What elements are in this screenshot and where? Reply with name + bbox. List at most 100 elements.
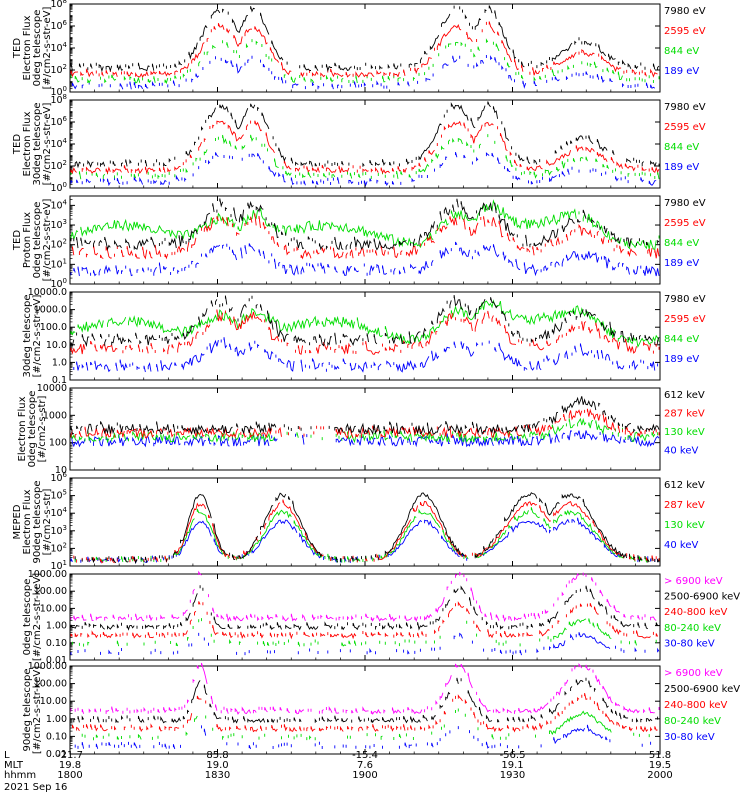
legend-entry: 612 keV bbox=[664, 480, 705, 491]
legend-entry: 287 keV bbox=[664, 409, 705, 420]
y-tick-label: 0.10 bbox=[46, 731, 67, 742]
y-tick-label: 108 bbox=[50, 0, 67, 10]
y-tick-label: 10.00 bbox=[40, 603, 67, 614]
x-tick-label-l: -56.5 bbox=[500, 750, 526, 761]
y-tick-label: 100 bbox=[49, 438, 67, 449]
y-tick-label: 104 bbox=[50, 137, 67, 150]
legend-entry: 2500-6900 keV bbox=[664, 684, 740, 695]
series-line-240-800-kev bbox=[71, 693, 658, 733]
legend-entry: > 6900 keV bbox=[664, 576, 723, 587]
y-axis-label: Electron Flux bbox=[22, 15, 33, 80]
series-line-612-kev bbox=[74, 492, 660, 564]
series-line-287-kev bbox=[73, 499, 660, 564]
legend-entry: 189 eV bbox=[664, 258, 699, 269]
x-tick-label-l: 85.8 bbox=[206, 750, 228, 761]
series-line-7980-ev bbox=[70, 295, 660, 348]
y-tick-label: 10000 bbox=[37, 383, 67, 394]
plot-frame bbox=[69, 291, 661, 381]
legend-entry: 40 keV bbox=[664, 446, 698, 457]
y-tick-label: 104 bbox=[50, 198, 67, 211]
series-line-130-kev bbox=[74, 507, 660, 563]
y-tick-label: 0.01 bbox=[46, 749, 67, 760]
legend-entry: 30-80 keV bbox=[664, 732, 715, 743]
x-tick-label-hhmm: 1830 bbox=[205, 770, 230, 781]
y-tick-label: 104 bbox=[50, 41, 67, 54]
legend-entry: 189 eV bbox=[664, 66, 699, 77]
legend-entry: 30-80 keV bbox=[664, 638, 715, 649]
plot-frame bbox=[69, 195, 661, 285]
x-tick-label-hhmm: 1930 bbox=[500, 770, 525, 781]
series-line-80-240-kev bbox=[81, 708, 650, 741]
panel-meped-electron-0deg: 10 100 1000 10000 Electron Flux 0deg telescop… bbox=[17, 383, 705, 476]
legend-entry: 2595 eV bbox=[664, 218, 706, 229]
series-line-80-240-kev bbox=[71, 618, 657, 647]
x-tick-label-l: -21.7 bbox=[57, 750, 83, 761]
series-line-2595-ev bbox=[70, 21, 658, 78]
legend-entry: 7980 eV bbox=[664, 6, 706, 17]
legend-entry: 189 eV bbox=[664, 354, 699, 365]
y-tick-label: 10000.0 bbox=[28, 287, 67, 298]
x-tick-label-l: 51.8 bbox=[649, 750, 671, 761]
y-tick-label: 1000.0 bbox=[34, 305, 67, 316]
series-line-7980-ev bbox=[74, 101, 660, 169]
y-axis-label: [#/cm2-s-str] bbox=[37, 395, 48, 462]
series-line-2595-ev bbox=[70, 309, 660, 355]
legend-entry: 2595 eV bbox=[664, 122, 706, 133]
y-tick-label: 106 bbox=[50, 471, 67, 484]
y-tick-label: 1000.00 bbox=[28, 661, 67, 672]
legend-entry: 844 eV bbox=[664, 238, 699, 249]
series-line-2500-6900-kev bbox=[70, 585, 659, 631]
series-line-240-800-kev bbox=[70, 601, 659, 640]
date-label: 2021 Sep 16 bbox=[4, 782, 67, 793]
x-row-label: MLT bbox=[4, 760, 24, 771]
series-line-287-kev bbox=[70, 408, 660, 439]
series-line-2500-6900-kev bbox=[73, 677, 659, 724]
legend-entry: 130 keV bbox=[664, 427, 705, 438]
y-tick-label: 104 bbox=[50, 506, 67, 519]
y-axis-label: MEPED bbox=[12, 504, 23, 539]
legend-entry: 240-800 keV bbox=[664, 700, 728, 711]
legend-entry: 2595 eV bbox=[664, 26, 706, 37]
y-tick-label: 0.01 bbox=[46, 655, 67, 666]
legend-entry: 844 eV bbox=[664, 142, 699, 153]
series-line-189-ev bbox=[71, 55, 656, 90]
y-axis-label: [#/cm2-s-str-eV] bbox=[42, 103, 53, 186]
legend-entry: 130 keV bbox=[664, 520, 705, 531]
x-tick-label-hhmm: 1900 bbox=[352, 770, 377, 781]
series-line-844-ev bbox=[70, 38, 660, 85]
y-tick-label: 10 bbox=[55, 465, 67, 476]
y-tick-label: 0.10 bbox=[46, 638, 67, 649]
y-axis-label: TED bbox=[12, 134, 23, 155]
y-axis-label: [#/cm2-s-str-eV] bbox=[42, 199, 53, 282]
y-axis-label: Electron Flux bbox=[22, 111, 33, 176]
series-line-2595-ev bbox=[71, 213, 660, 260]
y-axis-label: Electron Flux bbox=[22, 489, 33, 554]
y-axis-label: [#/cm2-s-str-keV] bbox=[32, 573, 43, 661]
y-axis-label: TED bbox=[12, 230, 23, 251]
y-axis-label: 90deg telescope bbox=[32, 480, 43, 563]
legend-entry: 7980 eV bbox=[664, 102, 706, 113]
y-tick-label: 106 bbox=[50, 19, 67, 32]
x-tick-label-mlt: 19.8 bbox=[59, 760, 81, 771]
x-row-label: hhmm bbox=[4, 770, 36, 781]
legend-entry: 612 keV bbox=[664, 390, 705, 401]
legend-entry: 189 eV bbox=[664, 162, 699, 173]
y-axis-label: [#/cm2-s-str] bbox=[42, 488, 53, 555]
series-line-7980-ev bbox=[70, 198, 660, 251]
legend-entry: 40 keV bbox=[664, 540, 698, 551]
y-axis-label: 0deg telescope bbox=[32, 202, 43, 279]
y-axis-label: TED bbox=[12, 38, 23, 59]
y-axis-label: 30deg telescope bbox=[22, 294, 33, 377]
y-tick-label: 10.00 bbox=[40, 696, 67, 707]
x-tick-label-hhmm: 1800 bbox=[57, 770, 82, 781]
y-tick-label: 100.0 bbox=[40, 322, 67, 333]
x-tick-label-mlt: 19.5 bbox=[649, 760, 671, 771]
legend-entry: 7980 eV bbox=[664, 198, 706, 209]
